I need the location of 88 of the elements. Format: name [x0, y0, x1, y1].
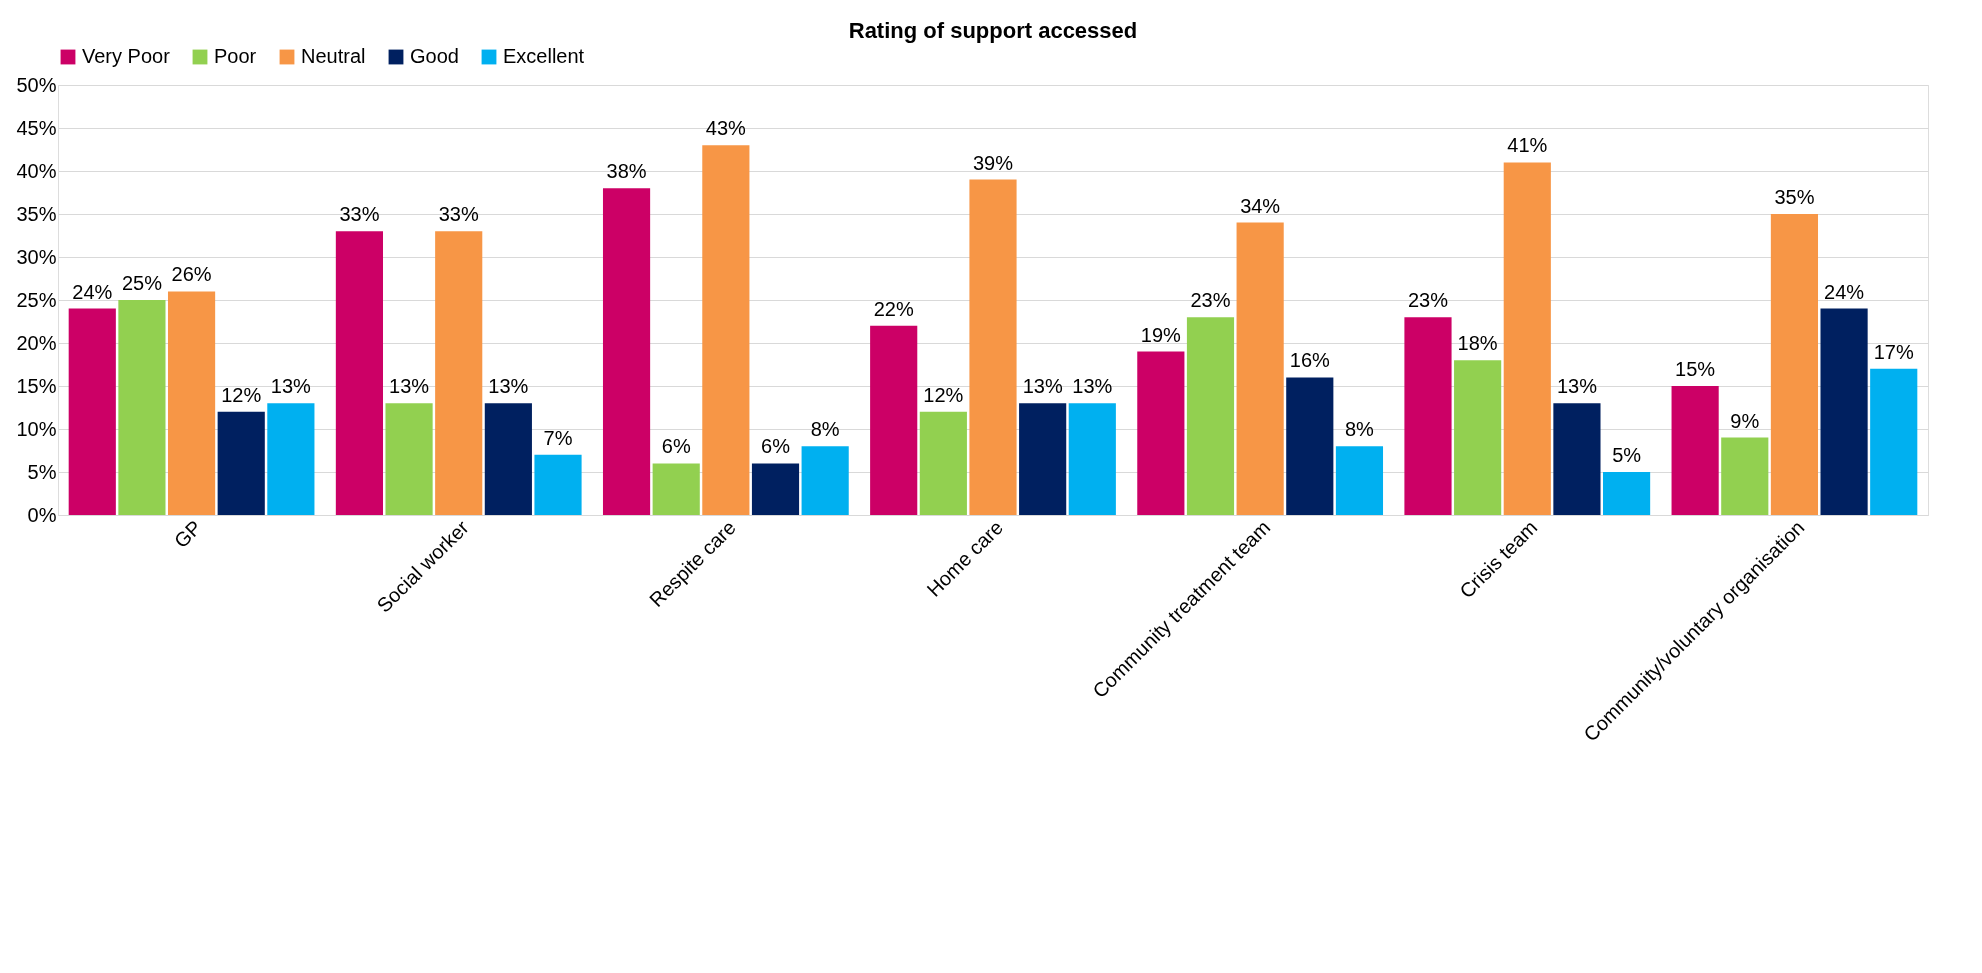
bar — [1553, 403, 1601, 515]
data-label: 33% — [438, 203, 479, 226]
legend-label: Very Poor — [82, 45, 171, 67]
data-label: 15% — [1675, 358, 1716, 380]
bar — [751, 463, 800, 515]
bar — [1068, 403, 1116, 515]
chart-title: Rating of support accessed — [848, 18, 1138, 43]
y-tick-label: 20% — [16, 331, 57, 354]
data-label: 7% — [543, 426, 573, 449]
y-tick-label: 15% — [16, 374, 57, 397]
bar — [969, 179, 1017, 515]
y-tick-label: 10% — [16, 417, 57, 440]
data-label: 35% — [1774, 186, 1815, 208]
data-label: 34% — [1240, 194, 1281, 217]
bar — [1503, 162, 1551, 515]
bar — [1870, 368, 1918, 515]
bar — [534, 454, 582, 515]
data-label: 6% — [661, 435, 691, 458]
data-label: 12% — [221, 383, 262, 406]
bar — [217, 411, 265, 515]
legend-label: Good — [410, 45, 459, 67]
y-tick-label: 25% — [16, 288, 57, 311]
bar — [1137, 351, 1185, 515]
data-label: 16% — [1289, 349, 1331, 372]
bar — [1603, 472, 1651, 515]
data-label: 23% — [1407, 289, 1449, 312]
bar — [1236, 222, 1284, 515]
data-label: 41% — [1507, 134, 1548, 157]
data-label: 38% — [606, 160, 647, 183]
data-label: 13% — [389, 375, 430, 398]
bar — [702, 145, 750, 515]
data-label: 18% — [1457, 332, 1498, 355]
data-label: 8% — [810, 418, 840, 441]
y-tick-label: 45% — [16, 116, 57, 139]
bar — [68, 308, 116, 515]
bar — [870, 325, 918, 515]
y-tick-label: 40% — [16, 159, 57, 182]
data-label: 9% — [1730, 409, 1760, 432]
y-tick-label: 0% — [27, 503, 57, 526]
bar — [602, 188, 651, 515]
bar — [652, 463, 700, 515]
legend-label: Excellent — [503, 45, 585, 67]
data-label: 43% — [705, 117, 747, 140]
data-label: 19% — [1140, 323, 1182, 346]
data-label: 25% — [121, 272, 163, 294]
legend-label: Neutral — [301, 45, 366, 67]
bar — [167, 291, 216, 515]
bar — [1404, 317, 1452, 515]
y-tick-label: 30% — [16, 245, 57, 268]
bar — [1671, 386, 1719, 515]
bar — [1186, 317, 1235, 515]
y-tick-label: 5% — [27, 460, 57, 483]
bar — [1770, 214, 1819, 515]
bar — [1454, 360, 1502, 515]
data-label: 6% — [761, 435, 791, 458]
bar — [267, 403, 315, 515]
data-label: 17% — [1873, 340, 1914, 363]
bar — [484, 403, 532, 515]
data-label: 24% — [72, 280, 113, 303]
data-label: 39% — [972, 151, 1014, 174]
bar — [801, 446, 849, 515]
data-label: 24% — [1824, 280, 1865, 303]
bar — [335, 231, 383, 515]
bar — [118, 300, 166, 515]
bar — [919, 411, 967, 515]
bar — [1019, 403, 1067, 515]
data-label: 12% — [923, 383, 964, 406]
y-tick-label: 50% — [16, 73, 57, 96]
legend-label: Poor — [214, 45, 257, 67]
data-label: 23% — [1190, 289, 1231, 312]
data-label: 8% — [1344, 418, 1375, 441]
bar — [1721, 437, 1769, 515]
bar — [1335, 446, 1384, 515]
data-label: 22% — [873, 297, 914, 320]
bar — [435, 231, 483, 515]
data-label: 26% — [171, 263, 212, 286]
bar — [1286, 377, 1334, 515]
data-label: 13% — [488, 375, 529, 398]
bar — [1820, 308, 1868, 515]
data-label: 13% — [1022, 375, 1063, 398]
y-tick-label: 35% — [16, 202, 57, 225]
x-tick-label: GP — [169, 516, 206, 553]
data-label: 33% — [339, 203, 380, 226]
data-label: 5% — [1612, 444, 1642, 466]
data-label: 13% — [1556, 375, 1598, 398]
data-label: 13% — [1072, 375, 1113, 398]
bar — [385, 403, 433, 515]
data-label: 13% — [270, 375, 312, 398]
